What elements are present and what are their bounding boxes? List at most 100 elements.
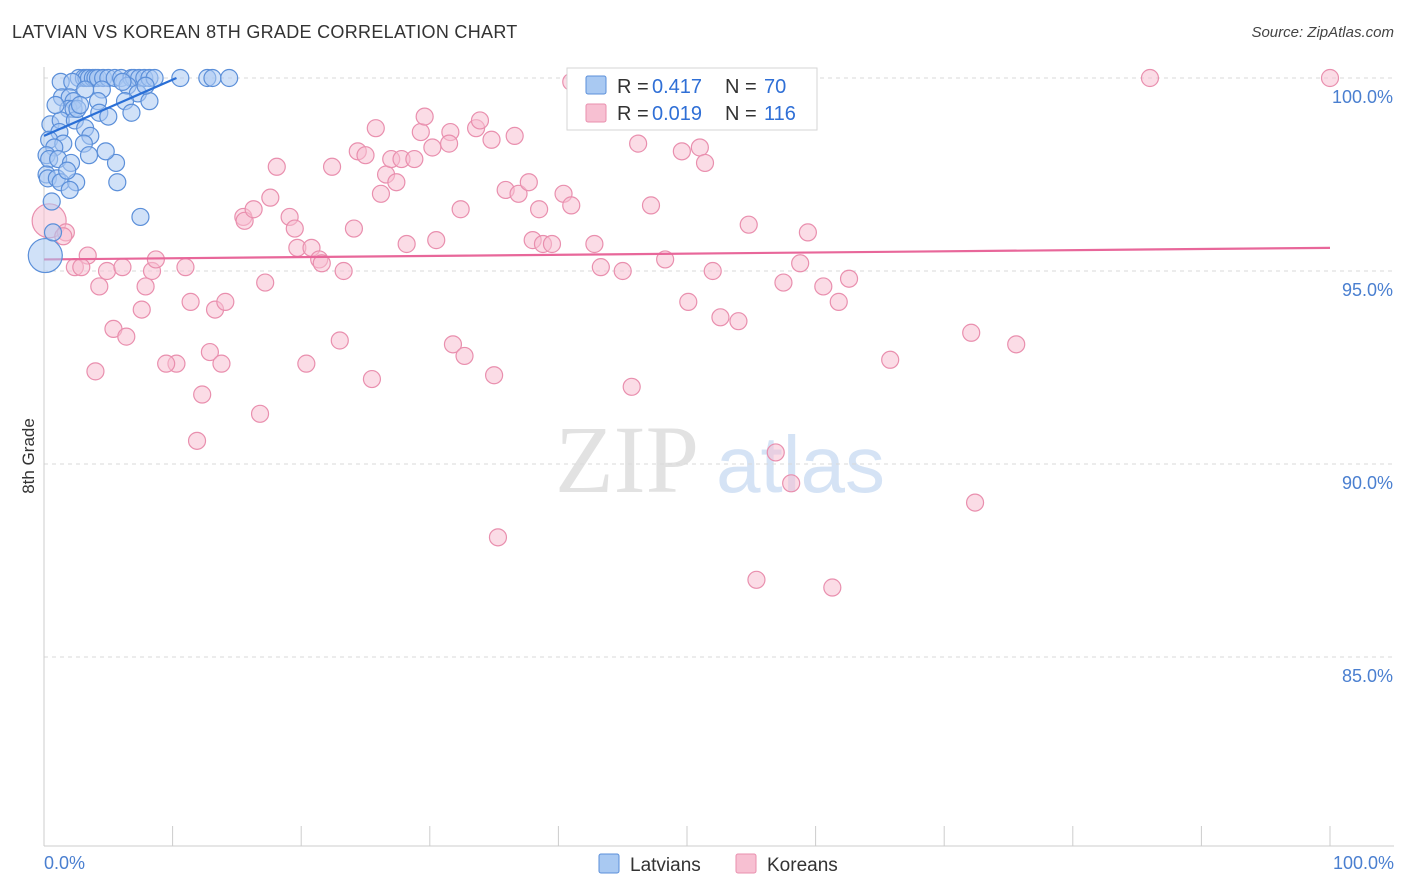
latvian-trend-line bbox=[43, 76, 177, 137]
korean-point bbox=[881, 350, 900, 369]
legend-r-value-koreans: 0.019 bbox=[652, 103, 702, 125]
latvian-point bbox=[42, 192, 61, 211]
koreans-series bbox=[31, 68, 1340, 597]
x-ticks bbox=[43, 826, 1331, 846]
korean-point bbox=[470, 111, 490, 130]
korean-point bbox=[690, 138, 709, 157]
korean-point bbox=[530, 200, 549, 219]
korean-point bbox=[322, 157, 342, 176]
korean-trend-line bbox=[43, 246, 1331, 261]
korean-point bbox=[766, 443, 785, 462]
korean-point bbox=[256, 273, 275, 292]
korean-point bbox=[482, 130, 501, 149]
korean-point bbox=[485, 366, 504, 385]
korean-point bbox=[362, 369, 382, 389]
legend-swatch-latvians bbox=[585, 75, 607, 95]
korean-point bbox=[136, 277, 155, 296]
latvian-point bbox=[96, 142, 115, 161]
y-tick-label: 90.0% bbox=[1342, 473, 1393, 493]
korean-point bbox=[739, 215, 758, 234]
korean-point bbox=[411, 122, 430, 142]
korean-point bbox=[747, 570, 766, 589]
korean-point bbox=[439, 134, 459, 153]
korean-point bbox=[415, 107, 434, 126]
latvian-point bbox=[106, 153, 126, 173]
y-tick-label: 85.0% bbox=[1342, 666, 1393, 686]
latvian-point bbox=[60, 180, 79, 200]
latvian-point bbox=[203, 68, 222, 88]
latvian-point bbox=[108, 173, 127, 192]
korean-point bbox=[519, 173, 538, 192]
korean-point bbox=[488, 528, 508, 547]
korean-point bbox=[371, 184, 391, 203]
legend-box: R = 0.417 N = 70 R = 0.019 N = 116 bbox=[566, 67, 818, 131]
korean-point bbox=[814, 277, 833, 296]
korean-point bbox=[962, 323, 981, 342]
latvian-point bbox=[140, 92, 159, 111]
legend-n-label-latvians: N = bbox=[725, 76, 757, 98]
legend-n-value-latvians: 70 bbox=[764, 76, 786, 98]
legend-r-label-koreans: R = bbox=[617, 103, 649, 125]
korean-point bbox=[297, 354, 316, 373]
korean-point bbox=[562, 196, 581, 215]
korean-point bbox=[585, 234, 604, 254]
korean-point bbox=[330, 331, 349, 350]
korean-point bbox=[344, 219, 364, 238]
korean-point bbox=[132, 300, 151, 319]
bottom-legend-label-latvians: Latvians bbox=[630, 855, 701, 876]
korean-point bbox=[455, 346, 474, 366]
korean-point bbox=[505, 126, 524, 145]
korean-point bbox=[823, 578, 842, 597]
korean-point bbox=[774, 273, 793, 292]
korean-point bbox=[334, 261, 353, 281]
korean-point bbox=[261, 188, 280, 207]
legend-swatch-koreans bbox=[585, 103, 607, 123]
latvian-point bbox=[113, 72, 132, 91]
korean-point bbox=[423, 138, 442, 157]
latvian-point bbox=[43, 223, 63, 242]
chart-source: Source: ZipAtlas.com bbox=[1251, 24, 1394, 41]
korean-point bbox=[97, 261, 117, 281]
korean-point bbox=[216, 292, 235, 311]
bottom-legend-label-koreans: Koreans bbox=[767, 855, 838, 876]
korean-point bbox=[656, 250, 675, 269]
legend-r-label-latvians: R = bbox=[617, 76, 649, 98]
korean-point bbox=[591, 258, 610, 277]
korean-point bbox=[181, 292, 200, 311]
korean-point bbox=[679, 292, 698, 311]
korean-point bbox=[509, 184, 528, 203]
watermark-atlas: atlas bbox=[716, 420, 885, 509]
latvian-point bbox=[70, 95, 90, 115]
x-tick-label-min: 0.0% bbox=[44, 853, 85, 873]
korean-point bbox=[1320, 68, 1340, 88]
latvian-point bbox=[220, 68, 239, 88]
korean-point bbox=[703, 261, 722, 281]
legend-r-value-latvians: 0.417 bbox=[652, 76, 702, 98]
korean-point bbox=[244, 200, 263, 219]
latvian-point bbox=[27, 237, 63, 274]
korean-point bbox=[729, 312, 748, 331]
korean-point bbox=[695, 153, 715, 173]
korean-point bbox=[1007, 335, 1026, 354]
korean-point bbox=[839, 269, 859, 288]
korean-point bbox=[782, 474, 801, 493]
x-tick-label-max: 100.0% bbox=[1333, 853, 1394, 873]
korean-point bbox=[791, 254, 810, 273]
korean-point bbox=[356, 146, 375, 165]
y-axis-label: 8th Grade bbox=[19, 418, 38, 494]
latvian-point bbox=[171, 68, 190, 88]
legend-frame bbox=[566, 67, 818, 131]
latvian-point bbox=[122, 103, 141, 122]
korean-point bbox=[1140, 68, 1160, 88]
legend-n-label-koreans: N = bbox=[725, 103, 757, 125]
korean-point bbox=[212, 354, 231, 373]
korean-point bbox=[387, 173, 406, 192]
korean-point bbox=[187, 431, 207, 450]
korean-point bbox=[312, 254, 331, 273]
korean-point bbox=[672, 142, 691, 161]
korean-point bbox=[72, 258, 91, 277]
latvian-point bbox=[131, 207, 150, 227]
korean-point bbox=[176, 258, 195, 277]
korean-point bbox=[711, 308, 730, 327]
